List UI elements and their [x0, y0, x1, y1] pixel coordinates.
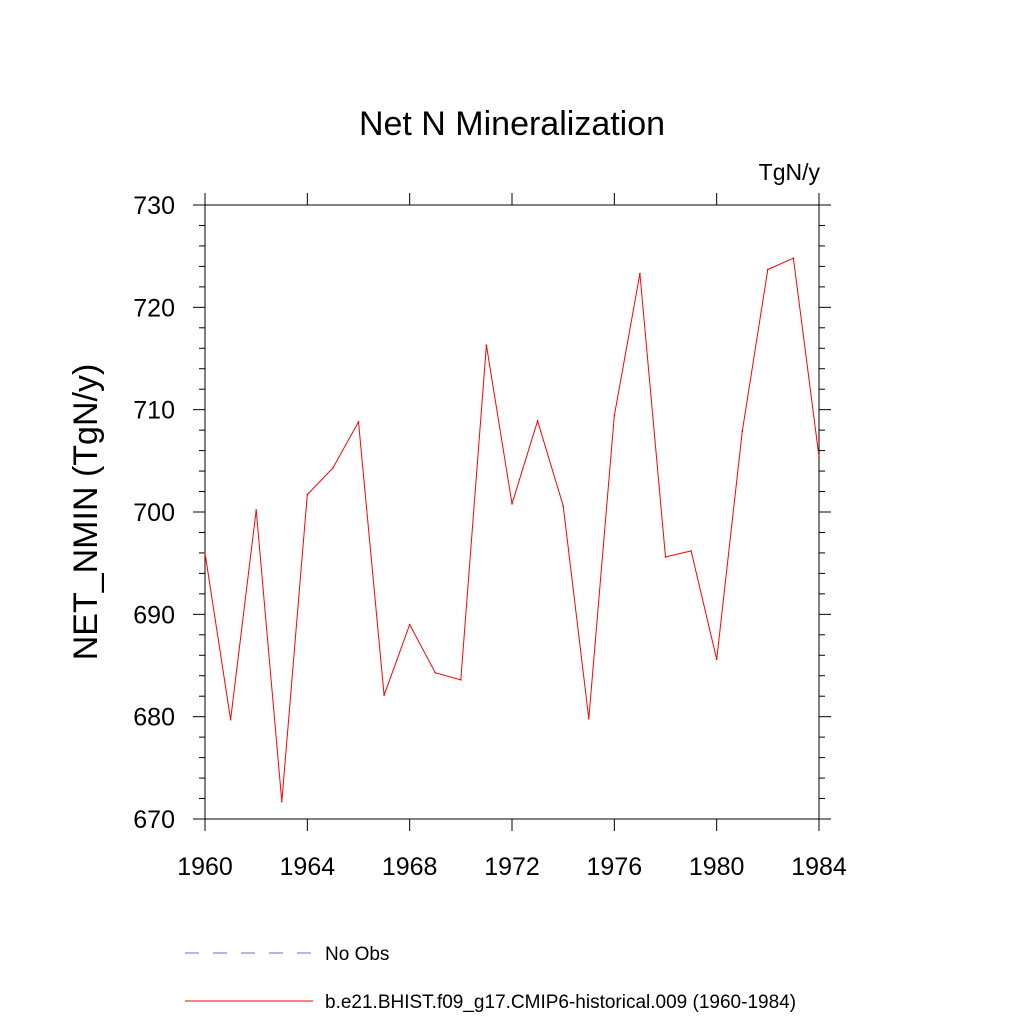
y-tick-label: 710	[133, 397, 175, 425]
x-tick-label: 1972	[484, 853, 540, 881]
data-point	[818, 455, 820, 458]
data-point	[511, 503, 513, 505]
data-point	[332, 467, 334, 469]
data-point	[767, 268, 769, 271]
plot-frame	[204, 204, 820, 820]
data-point	[664, 556, 667, 558]
data-point	[613, 415, 616, 417]
axis-ticks: 670 680 690 700 710 720 730 1960 1964 1968 1972 197…	[133, 192, 847, 881]
x-tick-label: 1964	[280, 853, 336, 881]
data-point	[306, 493, 309, 496]
series-line	[204, 257, 820, 802]
series-layer	[204, 257, 820, 803]
data-point	[562, 505, 564, 507]
y-axis-label: NET_NMIN (TgN/y)	[67, 364, 105, 661]
y-tick-label: 680	[133, 704, 175, 732]
y-tick-label: 730	[133, 192, 175, 220]
legend: No Obs b.e21.BHIST.f09_g17.CMIP6-historic…	[185, 944, 796, 1013]
data-point	[485, 344, 488, 346]
x-tick-label: 1984	[791, 853, 847, 881]
y-tick-label: 720	[133, 294, 175, 322]
data-point	[204, 552, 206, 554]
y-tick-label: 670	[133, 806, 175, 834]
data-point	[357, 421, 360, 423]
data-point	[715, 658, 718, 661]
y-tick-label: 700	[133, 499, 175, 527]
data-point	[741, 430, 744, 432]
data-point	[690, 550, 692, 552]
data-point	[434, 671, 437, 674]
x-tick-label: 1980	[689, 853, 745, 881]
x-tick-label: 1968	[382, 853, 438, 881]
data-point	[536, 420, 539, 422]
data-point	[587, 717, 590, 720]
chart-title: Net N Mineralization	[359, 105, 665, 143]
data-point	[229, 718, 232, 721]
x-tick-label: 1960	[177, 853, 233, 881]
x-tick-label: 1976	[587, 853, 643, 881]
data-point	[792, 257, 795, 260]
data-point	[639, 272, 641, 275]
legend-label: b.e21.BHIST.f09_g17.CMIP6-historical.009…	[325, 992, 796, 1013]
data-point	[280, 800, 283, 803]
legend-label: No Obs	[325, 944, 389, 965]
data-point	[460, 679, 462, 681]
units-label: TgN/y	[759, 159, 821, 185]
data-point	[255, 509, 257, 511]
data-point	[408, 623, 411, 626]
y-tick-label: 690	[133, 601, 175, 629]
data-point	[383, 694, 385, 696]
